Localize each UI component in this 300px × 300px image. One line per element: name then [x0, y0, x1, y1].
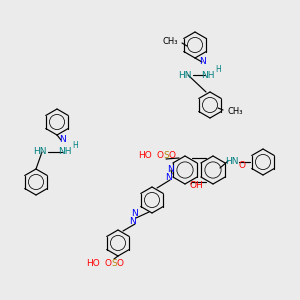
Text: CH₃: CH₃ — [227, 106, 242, 116]
Text: O: O — [157, 151, 164, 160]
Text: HO: HO — [86, 259, 100, 268]
Text: OH: OH — [189, 182, 203, 190]
Text: H: H — [215, 65, 221, 74]
Text: HO: HO — [138, 151, 152, 160]
Text: HN: HN — [33, 148, 47, 157]
Text: O: O — [116, 259, 124, 268]
Text: N: N — [129, 218, 135, 226]
Text: N: N — [167, 166, 173, 175]
Text: O: O — [238, 161, 245, 170]
Text: O: O — [169, 151, 176, 160]
Text: N: N — [60, 136, 66, 145]
Text: HN: HN — [225, 158, 239, 166]
Text: S: S — [163, 151, 169, 160]
Text: NH: NH — [58, 148, 72, 157]
Text: N: N — [132, 209, 138, 218]
Text: N: N — [165, 173, 171, 182]
Text: H: H — [72, 142, 78, 151]
Text: HN: HN — [178, 70, 192, 80]
Text: N: N — [199, 58, 206, 67]
Text: CH₃: CH₃ — [163, 37, 178, 46]
Text: O: O — [104, 259, 112, 268]
Text: NH: NH — [201, 70, 215, 80]
Text: S: S — [111, 259, 117, 268]
